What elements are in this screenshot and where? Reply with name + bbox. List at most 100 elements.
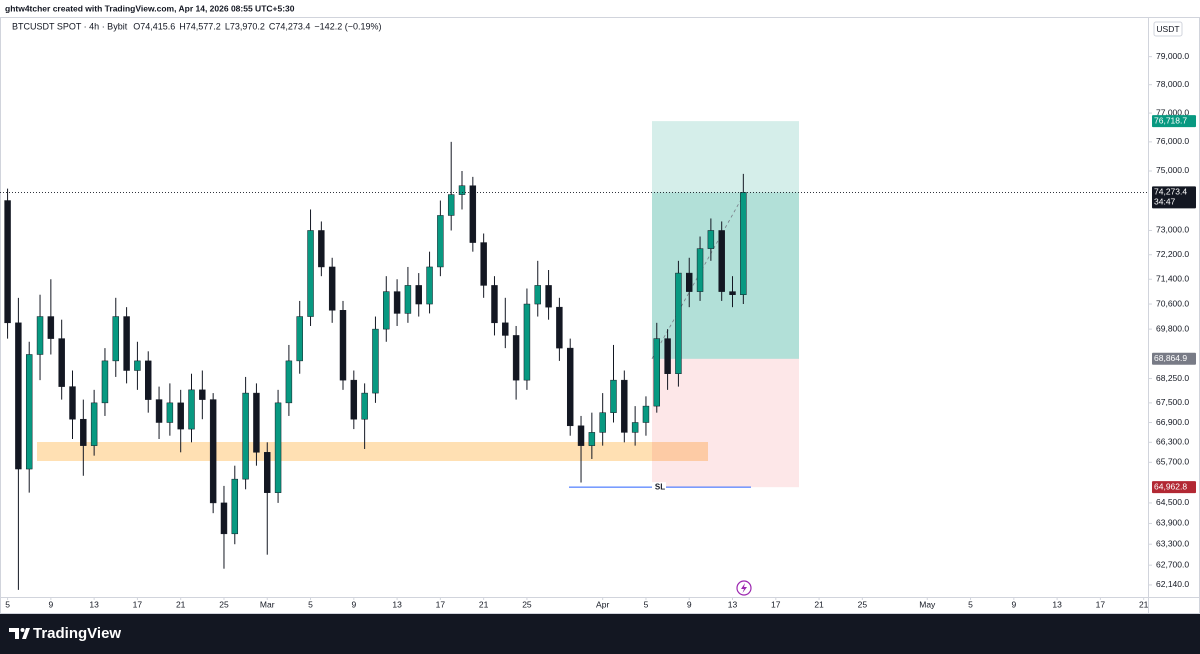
y-tick-label: 76,000.0 <box>1156 136 1189 146</box>
candle-body <box>199 389 206 400</box>
footer <box>0 614 1200 654</box>
x-tick-label: 21 <box>176 599 186 609</box>
candle-body <box>15 322 22 470</box>
candle-body <box>404 285 412 314</box>
candle-body <box>166 402 174 423</box>
legend-value: 74,577.2 <box>186 21 221 31</box>
candle-body <box>372 328 379 394</box>
candle-body <box>145 360 152 400</box>
candle-body <box>80 418 87 446</box>
x-tick-label: 9 <box>351 599 356 609</box>
candle-body <box>328 266 336 311</box>
candle-body <box>220 502 228 535</box>
y-tick-label: 66,300.0 <box>1156 437 1189 447</box>
candle-body <box>512 335 520 381</box>
candle-body <box>25 354 33 470</box>
x-tick-label: 17 <box>436 599 446 609</box>
y-tick-label: 67,500.0 <box>1156 397 1189 407</box>
legend-key: L <box>225 21 230 31</box>
candle-body <box>155 399 163 423</box>
candle-body <box>447 194 455 216</box>
y-tick-label: 64,500.0 <box>1156 497 1189 507</box>
sl-label: SL <box>655 482 665 491</box>
y-tick-label: 79,000.0 <box>1156 51 1189 61</box>
y-tick-label: 62,140.0 <box>1156 579 1189 589</box>
y-tick-label: 75,000.0 <box>1156 165 1189 175</box>
candle-body <box>534 285 541 305</box>
candle-body <box>307 230 314 317</box>
candle-body <box>415 285 422 305</box>
sl-label-bg <box>652 482 666 493</box>
candle-body <box>653 338 660 407</box>
candle-body <box>69 386 76 420</box>
x-tick-label: Mar <box>260 599 275 609</box>
price-tag-label: 68,864.9 <box>1154 353 1187 363</box>
candle-body <box>123 316 130 371</box>
brand-name: TradingView <box>33 625 121 642</box>
price-tag-label: 76,718.7 <box>1154 115 1187 125</box>
x-tick-label: 5 <box>968 599 973 609</box>
candle-body <box>361 392 368 420</box>
x-tick-label: 21 <box>814 599 824 609</box>
price-countdown: 34:47 <box>1154 197 1176 207</box>
price-tag-label: 64,962.8 <box>1154 481 1187 491</box>
legend-value: 74,415.6 <box>140 21 175 31</box>
candle-body <box>523 303 531 381</box>
candle-body <box>393 291 401 314</box>
candle-body <box>264 452 271 493</box>
y-tick-label: 62,700.0 <box>1156 559 1189 569</box>
x-tick-label: 21 <box>479 599 489 609</box>
legend-key: H <box>179 21 186 31</box>
x-tick-label: 25 <box>219 599 229 609</box>
y-tick-label: 77,000.0 <box>1156 107 1189 117</box>
symbol: BTCUSDT SPOT · 4h · Bybit <box>12 21 128 31</box>
price-tag <box>1152 481 1196 494</box>
x-tick-label: 25 <box>858 599 868 609</box>
candle-body <box>90 402 98 446</box>
candle-body <box>610 379 617 413</box>
x-tick-label: 17 <box>133 599 143 609</box>
y-tick-label: 78,000.0 <box>1156 79 1189 89</box>
y-tick-label: 72,200.0 <box>1156 249 1189 259</box>
candle-body <box>545 285 552 308</box>
legend-change: −142.2 (−0.19%) <box>314 21 381 31</box>
stop-zone <box>652 358 799 488</box>
x-tick-label: 5 <box>644 599 649 609</box>
candle-body <box>642 405 650 423</box>
candle-body <box>664 338 671 374</box>
x-tick-label: 9 <box>687 599 692 609</box>
candle-body <box>188 389 195 430</box>
legend-key: O <box>133 21 140 31</box>
candle-body <box>491 285 498 324</box>
x-tick-label: 25 <box>522 599 532 609</box>
candle-body <box>58 338 65 387</box>
x-tick-label: 21 <box>1139 599 1149 609</box>
x-tick-label: 5 <box>5 599 10 609</box>
legend: BTCUSDT SPOT · 4h · Bybit O 74,415.6 H 74,5… <box>12 21 381 31</box>
candle-body <box>350 379 358 420</box>
candle-body <box>696 248 704 292</box>
candle-body <box>675 272 682 374</box>
candle-body <box>274 402 282 493</box>
x-tick-label: 13 <box>1052 599 1062 609</box>
candle-body <box>318 230 325 268</box>
candle-body <box>383 291 390 330</box>
candle-body <box>556 306 563 349</box>
price-tag <box>1152 115 1196 128</box>
currency: USDT <box>1156 24 1179 34</box>
candle-body <box>285 360 293 404</box>
y-tick-label: 63,300.0 <box>1156 538 1189 548</box>
y-tick-label: 71,400.0 <box>1156 273 1189 283</box>
x-tick-label: 13 <box>89 599 99 609</box>
candle-body <box>242 392 249 480</box>
y-tick-label: 63,900.0 <box>1156 518 1189 528</box>
y-tick-label: 69,800.0 <box>1156 323 1189 333</box>
candle-body <box>729 291 736 295</box>
candle-body <box>101 360 109 404</box>
candle-body <box>621 379 628 433</box>
candle-body <box>707 230 715 249</box>
x-tick-label: 13 <box>728 599 738 609</box>
candle-body <box>577 425 585 446</box>
